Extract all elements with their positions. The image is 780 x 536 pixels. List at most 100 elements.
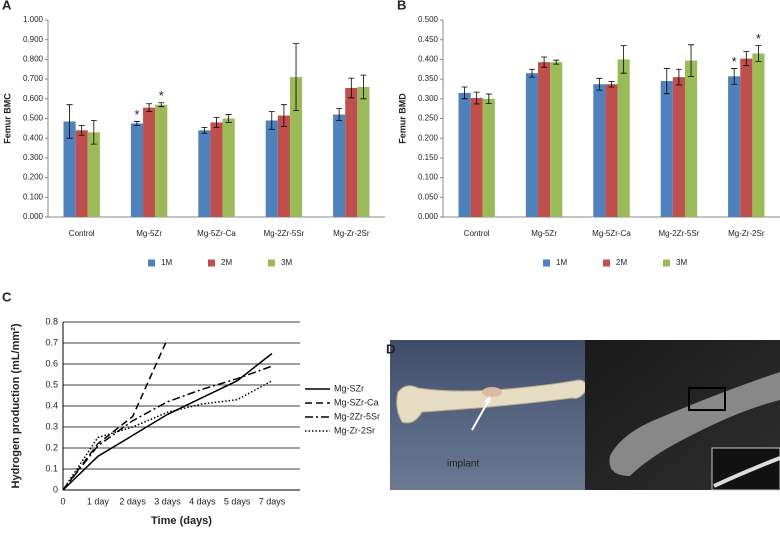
legend-swatch (663, 259, 670, 267)
x-tick-label: Mg-2Zr-5Sr (658, 229, 699, 238)
panel-label: B (397, 0, 406, 12)
y-tick-label: 0.250 (418, 114, 439, 123)
significance-mark: * (134, 107, 139, 122)
y-tick-label: 0.300 (23, 153, 44, 162)
error-bar (688, 44, 695, 77)
x-tick-label: Mg-5Zr (136, 229, 162, 238)
error-bar (731, 68, 738, 85)
y-tick-label: 0 (53, 484, 58, 494)
photo (390, 340, 585, 490)
bar (357, 86, 370, 217)
line (62, 365, 273, 491)
inset-bone (713, 456, 780, 488)
bar (617, 59, 630, 218)
bar (345, 87, 358, 217)
line (62, 352, 273, 491)
y-tick-label: 0.2 (45, 442, 58, 452)
bar (728, 76, 741, 217)
error-bar (158, 102, 165, 108)
legend-label: Mg-SZr (334, 383, 364, 393)
error-bar (528, 68, 535, 78)
bar (155, 104, 168, 217)
x-tick-label: Mg-Zr-2Sr (333, 229, 370, 238)
legend-label: Mg-2Zr-5Sr (334, 411, 380, 421)
panel-label: C (2, 289, 12, 304)
error-bar (78, 124, 85, 136)
legend-label: 2M (616, 258, 627, 267)
x-tick-label: Control (464, 229, 490, 238)
x-tick-label: Control (69, 229, 95, 238)
significance-mark: * (159, 88, 164, 103)
y-tick-label: 0.200 (23, 173, 44, 182)
bar (277, 115, 290, 217)
y-tick-label: 0.3 (45, 421, 58, 431)
bar (550, 62, 563, 217)
legend-swatch (208, 259, 215, 267)
error-bar (620, 45, 627, 74)
bar (130, 123, 144, 217)
x-tick-label: 3 days (154, 496, 181, 506)
error-bar (213, 117, 220, 128)
y-tick-label: 0.700 (23, 74, 44, 83)
legend-label: 2M (221, 258, 232, 267)
y-tick-label: 0.400 (418, 55, 439, 64)
panel-label: D (386, 341, 395, 356)
bar (289, 77, 303, 217)
panel-label: A (2, 0, 12, 12)
y-tick-label: 0.500 (23, 114, 44, 123)
y-tick-label: 0.200 (418, 133, 439, 142)
bar (605, 84, 618, 217)
bar (265, 120, 278, 217)
y-tick-label: 0.5 (45, 379, 58, 389)
error-bar (755, 45, 762, 62)
bar (672, 77, 685, 217)
bar (752, 53, 765, 217)
bar (660, 81, 673, 217)
legend-label: 1M (556, 258, 567, 267)
bar (684, 60, 698, 217)
y-tick-label: 0.450 (418, 35, 439, 44)
y-tick-label: 0.4 (45, 400, 58, 410)
y-tick-label: 0.300 (418, 94, 439, 103)
bar (75, 130, 88, 217)
error-bar (66, 104, 73, 139)
legend-swatch (148, 259, 155, 267)
legend-label: Mg-SZr-Ca (334, 397, 379, 407)
bar (63, 121, 76, 217)
error-bar (360, 74, 367, 100)
y-tick-label: 0.8 (45, 316, 58, 326)
bar (525, 73, 539, 217)
error-bar (743, 51, 750, 67)
x-tick-label: 4 days (189, 496, 216, 506)
error-bar (225, 114, 232, 123)
bar (222, 118, 235, 217)
y-tick-label: 0.050 (418, 192, 439, 201)
annotation: implant (447, 459, 479, 470)
legend-swatch (603, 259, 610, 267)
line (62, 380, 273, 491)
error-bar (146, 103, 153, 113)
error-bar (90, 120, 97, 145)
legend-label: 1M (161, 258, 172, 267)
x-tick-label: Mg-5Zr-Ca (197, 229, 236, 238)
error-bar (485, 93, 492, 104)
x-axis-label: Time (days) (151, 515, 212, 527)
y-tick-label: 0.900 (23, 35, 44, 44)
x-tick-label: Mg-5Zr-Ca (592, 229, 631, 238)
panel-d: implant D (386, 340, 780, 491)
legend-label: Mg-Zr-2Sr (334, 425, 375, 435)
error-bar (336, 108, 343, 121)
bar (458, 92, 471, 217)
bar (538, 62, 551, 217)
implant-site (482, 387, 502, 397)
y-tick-label: 0.150 (418, 153, 439, 162)
xray-bone (609, 372, 780, 476)
x-tick-label: Mg-2Zr-5Sr (263, 229, 304, 238)
y-tick-label: 0.800 (23, 55, 44, 64)
arrow (471, 397, 491, 431)
error-bar (348, 77, 355, 99)
error-bar (663, 68, 670, 95)
y-tick-label: 0.1 (45, 463, 58, 473)
y-tick-label: 0.000 (418, 212, 439, 221)
